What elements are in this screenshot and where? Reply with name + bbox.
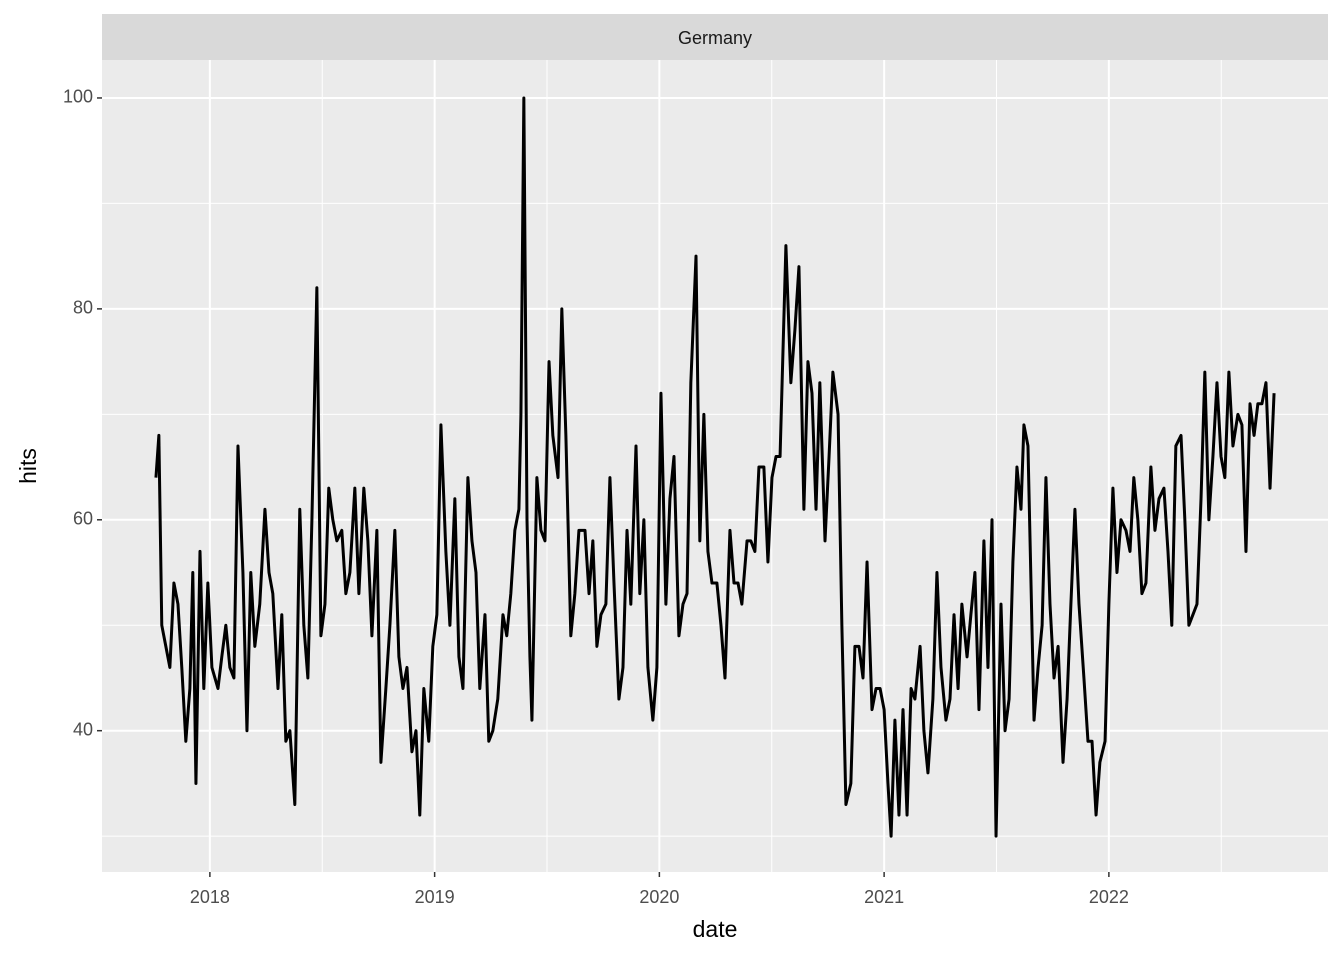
x-tick-label: 2019: [415, 887, 455, 907]
x-tick-label: 2021: [864, 887, 904, 907]
data-line: [154, 96, 1276, 838]
y-axis-title: hits: [15, 448, 41, 484]
facet-label: Germany: [678, 28, 752, 48]
y-tick-label: 80: [73, 298, 93, 318]
x-tick-label: 2022: [1089, 887, 1129, 907]
plot-panel: [102, 60, 1328, 872]
y-tick-label: 40: [73, 719, 93, 739]
x-tick-label: 2020: [639, 887, 679, 907]
facet-strip: [102, 14, 1328, 60]
x-tick-label: 2018: [190, 887, 230, 907]
y-tick-label: 60: [73, 509, 93, 529]
y-tick-label: 100: [63, 87, 93, 107]
x-axis-title: date: [693, 916, 738, 942]
